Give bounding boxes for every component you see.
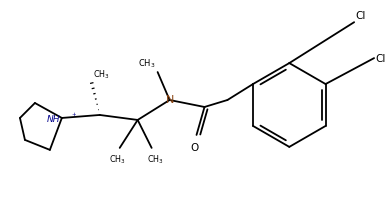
Text: NH: NH bbox=[46, 115, 60, 125]
Text: CH$_3$: CH$_3$ bbox=[109, 154, 126, 166]
Text: CH$_3$: CH$_3$ bbox=[138, 58, 156, 70]
Text: Cl: Cl bbox=[375, 54, 385, 64]
Text: O: O bbox=[190, 143, 199, 153]
Text: CH$_3$: CH$_3$ bbox=[147, 154, 164, 166]
Text: N: N bbox=[165, 95, 174, 105]
Text: Cl: Cl bbox=[355, 11, 365, 21]
Text: $^+$: $^+$ bbox=[70, 111, 77, 120]
Text: CH$_3$: CH$_3$ bbox=[93, 69, 110, 81]
